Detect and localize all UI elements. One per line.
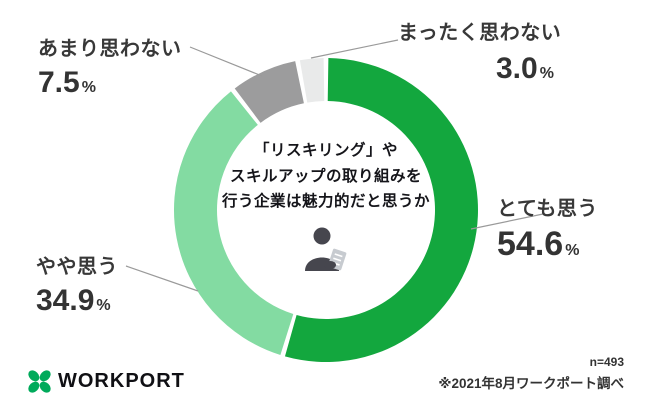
leader-line-somewhat: [125, 265, 199, 292]
callout-very-label: とても思う: [497, 198, 598, 220]
donut-segment-1: [284, 58, 478, 363]
donut-segment-2: [173, 91, 294, 356]
callout-not-much-value: 7.5%: [38, 67, 182, 99]
value-unit: %: [565, 242, 580, 259]
leader-lines: [125, 39, 544, 292]
callout-somewhat: やや思う 34.9%: [36, 250, 118, 317]
brand-text: WORKPORT: [58, 370, 185, 392]
workport-logo: WORKPORT: [28, 370, 185, 393]
value-unit: %: [81, 79, 96, 96]
callout-not-much: あまり思わない 7.5%: [38, 32, 182, 99]
value-number: 3.0: [496, 52, 538, 85]
value-unit: %: [96, 297, 111, 314]
callout-somewhat-value: 34.9%: [36, 285, 118, 317]
donut-segment-4: [299, 58, 325, 103]
callout-not-much-label: あまり思わない: [38, 38, 182, 60]
callout-very-value: 54.6%: [497, 225, 598, 263]
value-unit: %: [539, 65, 554, 82]
value-number: 54.6: [497, 225, 564, 263]
callout-very: とても思う 54.6%: [497, 192, 598, 263]
center-title-line1: 「リスキリング」や: [253, 142, 398, 159]
donut-segments: [173, 58, 478, 363]
donut-segment-3: [234, 61, 304, 123]
center-title-line3: 行う企業は魅力的だと思うか: [221, 193, 430, 211]
source-note: ※2021年8月ワークポート調べ: [438, 376, 624, 391]
sample-size-note: n=493: [589, 355, 624, 369]
value-number: 7.5: [38, 66, 80, 99]
callout-not-at-all-value: 3.0%: [496, 53, 561, 85]
footer-notes: n=493 ※2021年8月ワークポート調べ: [438, 355, 624, 392]
callout-not-at-all-label: まったく思わない: [398, 22, 562, 44]
value-number: 34.9: [36, 284, 95, 317]
callout-somewhat-label: やや思う: [36, 256, 118, 278]
leader-line-very: [470, 213, 544, 230]
leader-line-not-much: [189, 46, 263, 77]
person-with-document-icon: [299, 224, 353, 278]
callout-not-at-all: まったく思わない 3.0%: [398, 16, 561, 85]
leader-line-not-at-all: [310, 39, 399, 59]
center-title-line2: スキルアップの取り組みを: [229, 167, 422, 185]
chart-center-title: 「リスキリング」や スキルアップの取り組みを 行う企業は魅力的だと思うか: [201, 138, 451, 215]
clover-icon: [28, 370, 51, 393]
